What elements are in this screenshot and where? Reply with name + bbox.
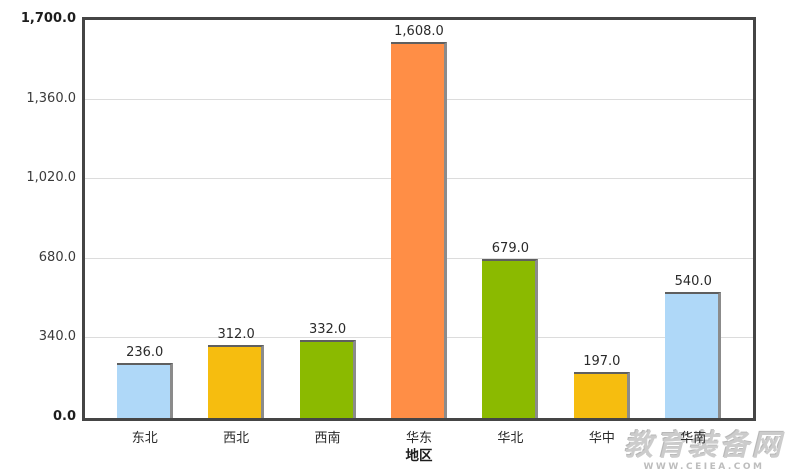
bar-value-label: 540.0 (674, 274, 712, 289)
bar-slot: 236.0 (99, 20, 190, 418)
bar-slot: 540.0 (648, 20, 739, 418)
bar-value-label: 1,608.0 (394, 24, 444, 39)
y-tick-label: 1,020.0 (26, 170, 76, 186)
bar-value-label: 332.0 (308, 322, 347, 337)
bar-slot: 312.0 (190, 20, 281, 418)
y-tick-label: 1,360.0 (26, 90, 76, 106)
bar-value-label: 679.0 (491, 241, 529, 256)
bar-西南 (299, 340, 356, 418)
bar-华北 (482, 259, 539, 418)
y-tick-label: 680.0 (38, 249, 76, 265)
watermark-brand-text: 教育装备网 (623, 427, 784, 462)
x-tick-label: 华中 (588, 431, 615, 446)
bars-row: 236.0 312.0 332.0 1,608.0 679.0 197.0 540.0 (85, 20, 753, 418)
watermark: 教育装备网 WWW.CEIEA.COM (623, 427, 784, 472)
bar-西北 (208, 345, 265, 418)
bar-value-label: 236.0 (126, 345, 164, 360)
x-axis-title: 地区 (405, 448, 433, 464)
bar-东北 (116, 363, 173, 418)
plot-area: 236.0 312.0 332.0 1,608.0 679.0 197.0 540.0 (82, 17, 756, 421)
bar-华中 (573, 372, 630, 418)
y-tick-label: 1,700.0 (20, 11, 76, 26)
x-tick-label: 西南 (314, 431, 341, 446)
bar-华南 (665, 292, 722, 418)
x-tick-label: 华东 (405, 431, 432, 446)
y-tick-label: 0.0 (52, 409, 76, 424)
x-tick-label: 西北 (223, 431, 250, 446)
x-axis-ticks: 东北 西北 西南 华东 华北 华中 华南 (82, 427, 756, 446)
x-tick-label: 华南 (680, 431, 707, 446)
bar-slot: 332.0 (282, 20, 373, 418)
bar-slot: 679.0 (465, 20, 556, 418)
bar-slot: 1,608.0 (373, 20, 464, 418)
watermark-url-text: WWW.CEIEA.COM (643, 462, 765, 472)
bar-华东 (390, 42, 447, 418)
x-tick-label: 华北 (497, 431, 524, 446)
x-tick-label: 东北 (131, 431, 158, 446)
bar-value-label: 197.0 (583, 354, 621, 369)
y-tick-label: 340.0 (38, 329, 76, 345)
bar-value-label: 312.0 (217, 327, 255, 342)
bar-slot: 197.0 (556, 20, 647, 418)
